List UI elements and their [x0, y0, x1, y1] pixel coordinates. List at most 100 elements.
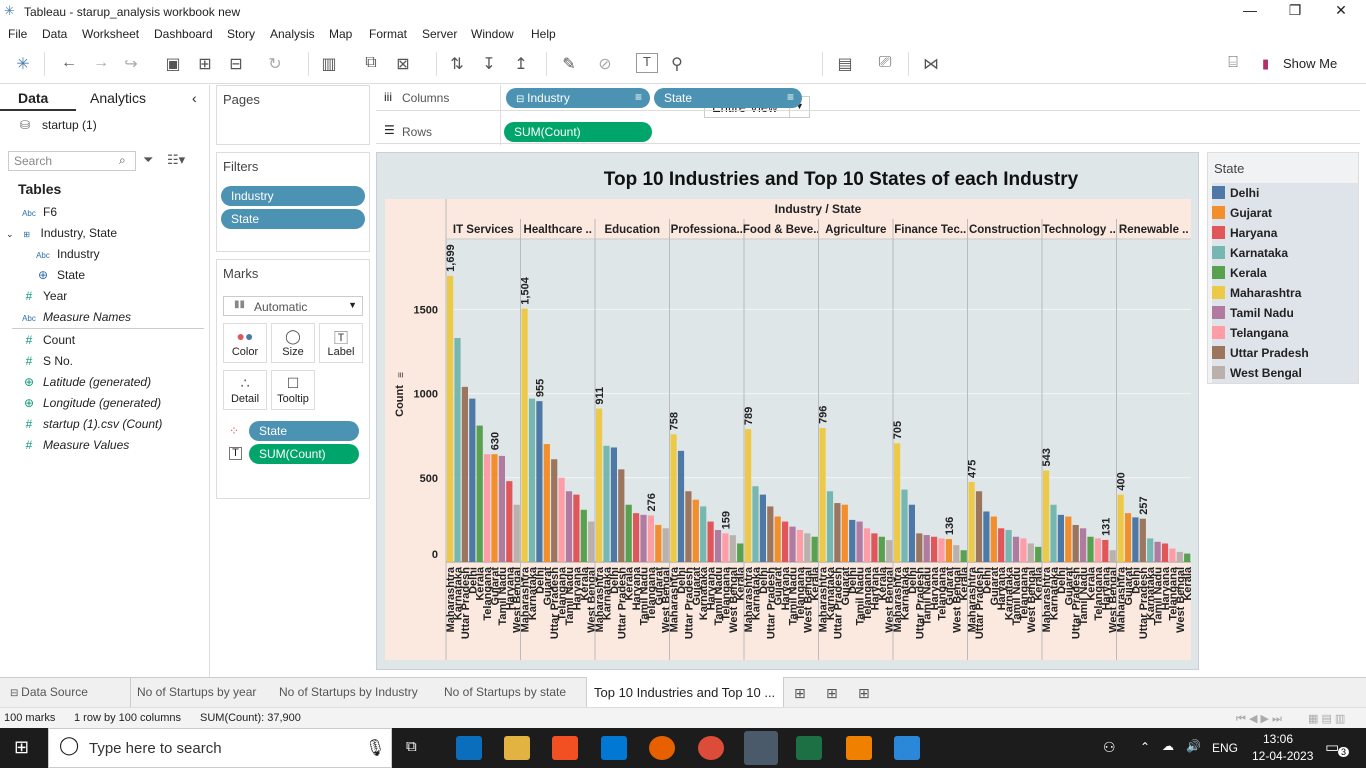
- group-icon[interactable]: ⊘: [598, 56, 612, 73]
- restore-icon[interactable]: ❐: [1288, 2, 1302, 18]
- tooltip-button[interactable]: ☐ Tooltip: [271, 370, 315, 410]
- new-story-tab-icon[interactable]: ⊞: [858, 685, 870, 701]
- new-worksheet-icon[interactable]: ▥: [321, 56, 337, 73]
- edge-icon[interactable]: [456, 736, 482, 760]
- legend-item-kerala[interactable]: Kerala: [1212, 263, 1358, 283]
- task-view-icon[interactable]: ⧉: [406, 738, 417, 755]
- swap-icon[interactable]: ⇅: [450, 56, 464, 73]
- menu-data[interactable]: Data: [42, 27, 68, 41]
- tableau-taskbar-icon[interactable]: [744, 731, 778, 765]
- search-input[interactable]: Search ⌕: [8, 151, 136, 171]
- column-pill-state[interactable]: State ≡: [654, 88, 802, 108]
- pin-icon[interactable]: ⚲: [671, 56, 683, 73]
- mark-type-dropdown[interactable]: ▮▮ Automatic ▼: [223, 296, 363, 316]
- chevron-up-icon[interactable]: ⌃: [1140, 740, 1151, 754]
- new-dashboard-tab-icon[interactable]: ⊞: [826, 685, 838, 701]
- menu-map[interactable]: Map: [329, 27, 353, 41]
- microphone-icon[interactable]: 🎙: [365, 740, 386, 757]
- show-cards-icon[interactable]: ▤: [837, 56, 853, 73]
- windows-start-icon[interactable]: ⊞: [14, 737, 30, 757]
- minimize-icon[interactable]: —: [1243, 2, 1257, 18]
- format-painter-icon[interactable]: ⌸: [1228, 54, 1238, 71]
- show-labels-icon[interactable]: T: [636, 53, 658, 73]
- legend-item-haryana[interactable]: Haryana: [1212, 223, 1358, 243]
- people-icon[interactable]: ⚇: [1103, 739, 1116, 755]
- clear-sheet-icon[interactable]: ⊠: [396, 56, 410, 73]
- store-icon[interactable]: [552, 736, 578, 760]
- clock-time[interactable]: 13:06: [1263, 732, 1294, 746]
- presentation-icon[interactable]: ⎚: [878, 54, 892, 71]
- field-longitude[interactable]: ⊕ Longitude (generated): [23, 396, 162, 410]
- show-me-button[interactable]: Show Me: [1283, 56, 1338, 71]
- legend-item-delhi[interactable]: Delhi: [1212, 183, 1358, 203]
- filter-icon[interactable]: ⏷: [143, 152, 154, 167]
- datasource-name[interactable]: startup (1): [42, 118, 97, 132]
- legend-item-karnataka[interactable]: Karnataka: [1212, 243, 1358, 263]
- menu-analysis[interactable]: Analysis: [270, 27, 315, 41]
- tab-analytics[interactable]: Analytics: [90, 90, 147, 106]
- highlight-icon[interactable]: ✎: [562, 56, 576, 73]
- network-icon[interactable]: ☁: [1162, 739, 1174, 753]
- color-button[interactable]: ●● Color: [223, 323, 267, 363]
- pause-updates-icon[interactable]: ⊟: [229, 56, 243, 73]
- field-measure-values[interactable]: # Measure Values: [25, 438, 130, 452]
- filter-pill-state[interactable]: State: [221, 209, 365, 229]
- duplicate-icon[interactable]: ⧉: [365, 54, 377, 71]
- menu-server[interactable]: Server: [422, 27, 458, 41]
- file-explorer-icon[interactable]: [504, 736, 530, 760]
- clock-date[interactable]: 12-04-2023: [1252, 749, 1314, 763]
- field-count[interactable]: # Count: [25, 333, 76, 347]
- legend-item-maharashtra[interactable]: Maharashtra: [1212, 283, 1358, 303]
- sort-desc-icon[interactable]: ↥: [514, 56, 528, 73]
- collapse-pane-icon[interactable]: ‹: [192, 90, 197, 106]
- size-button[interactable]: ◯ Size: [271, 323, 315, 363]
- menu-dashboard[interactable]: Dashboard: [154, 27, 213, 41]
- sheet-view-icons[interactable]: ▦ ▤ ▥: [1308, 713, 1346, 725]
- tableau-home-icon[interactable]: ✳: [16, 56, 30, 73]
- legend-item-telangana[interactable]: Telangana: [1212, 323, 1358, 343]
- menu-window[interactable]: Window: [471, 27, 514, 41]
- tab-data[interactable]: [0, 85, 76, 111]
- legend-item-tamil-nadu[interactable]: Tamil Nadu: [1212, 303, 1358, 323]
- sort-asc-icon[interactable]: ↧: [482, 56, 496, 73]
- tab-startups-by-industry[interactable]: No of Startups by Industry: [279, 685, 418, 699]
- marks-pill-sum-count[interactable]: SUM(Count): [249, 444, 359, 464]
- refresh-icon[interactable]: ↻: [268, 56, 282, 73]
- taskbar-search[interactable]: ◯ Type here to search 🎙: [48, 728, 392, 768]
- sheet-nav-icons[interactable]: ⏮ ◀ ▶ ⏭: [1236, 713, 1282, 725]
- menu-format[interactable]: Format: [369, 27, 408, 41]
- field-year[interactable]: # Year: [25, 289, 68, 303]
- photos-icon[interactable]: [894, 736, 920, 760]
- menu-file[interactable]: File: [8, 27, 28, 41]
- field-f6[interactable]: Abc F6: [22, 205, 58, 219]
- tab-startups-by-state[interactable]: No of Startups by state: [444, 685, 567, 699]
- field-csv-count[interactable]: # startup (1).csv (Count): [25, 417, 163, 431]
- column-pill-industry[interactable]: ⊟ Industry ≡: [506, 88, 650, 108]
- notifications-icon[interactable]: ▭: [1325, 739, 1340, 756]
- replay-icon[interactable]: ↪: [124, 56, 138, 73]
- filter-pill-industry[interactable]: Industry: [221, 186, 365, 206]
- field-latitude[interactable]: ⊕ Latitude (generated): [23, 375, 152, 389]
- legend-item-gujarat[interactable]: Gujarat: [1212, 203, 1358, 223]
- volume-icon[interactable]: 🔊: [1186, 739, 1201, 753]
- excel-icon[interactable]: [796, 736, 822, 760]
- vlc-icon[interactable]: [846, 736, 872, 760]
- legend-item-uttar-pradesh[interactable]: Uttar Pradesh: [1212, 343, 1358, 363]
- share-icon[interactable]: ⋈: [923, 56, 939, 73]
- detail-button[interactable]: ∴ Detail: [223, 370, 267, 410]
- tab-data-source[interactable]: ⊟ Data Source: [10, 685, 88, 699]
- tab-startups-by-year[interactable]: No of Startups by year: [137, 685, 257, 699]
- close-icon[interactable]: ✕: [1335, 2, 1347, 18]
- row-pill-sum-count[interactable]: SUM(Count): [504, 122, 652, 142]
- new-datasource-icon[interactable]: ⊞: [198, 56, 212, 73]
- field-measure-names[interactable]: Abc Measure Names: [22, 310, 132, 324]
- language-indicator[interactable]: ENG: [1212, 741, 1239, 755]
- legend-item-west-bengal[interactable]: West Bengal: [1212, 363, 1358, 383]
- label-button[interactable]: 🅃 Label: [319, 323, 363, 363]
- menu-story[interactable]: Story: [227, 27, 256, 41]
- save-icon[interactable]: ▣: [165, 56, 181, 73]
- new-worksheet-tab-icon[interactable]: ⊞: [794, 685, 806, 701]
- show-me-icon[interactable]: ▮: [1262, 56, 1270, 71]
- mail-icon[interactable]: [601, 736, 627, 760]
- field-industry[interactable]: Abc Industry: [36, 247, 100, 261]
